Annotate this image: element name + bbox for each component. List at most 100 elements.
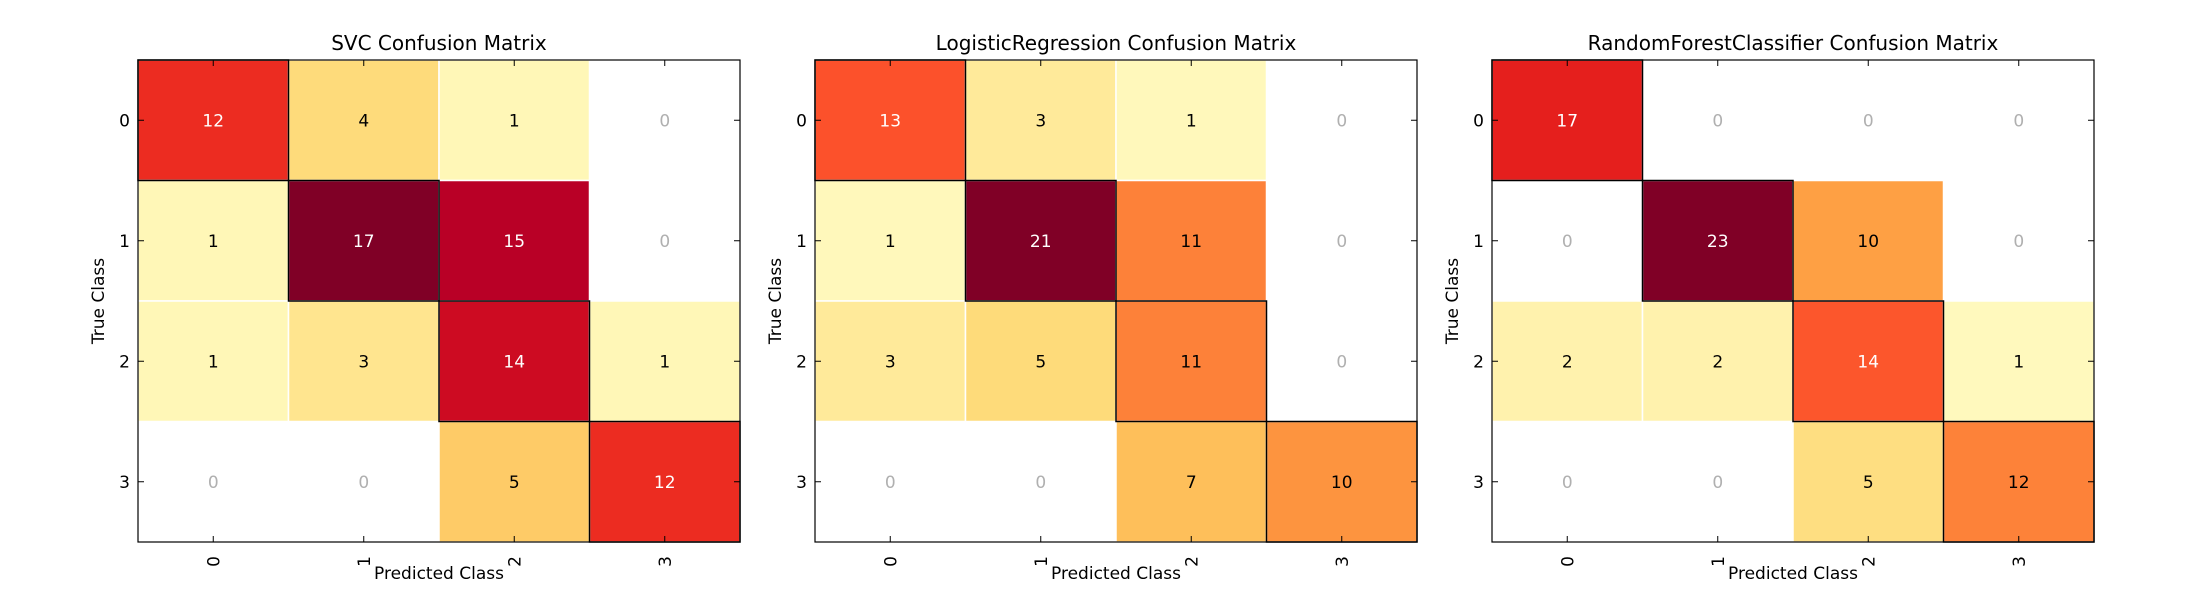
heatmap-cell <box>1492 421 1643 542</box>
x-tick-label: 0 <box>881 556 901 567</box>
heatmap-cell <box>1792 300 1945 423</box>
heatmap-cell <box>814 179 967 302</box>
y-axis-label: True Class <box>766 258 786 345</box>
x-axis-label: Predicted Class <box>374 564 504 584</box>
x-tick-label: 1 <box>1032 556 1052 567</box>
cell-value-label: 0 <box>1562 232 1573 252</box>
cell-value-label: 14 <box>503 352 525 372</box>
chart-title: LogisticRegression Confusion Matrix <box>936 31 1297 55</box>
y-axis-label: True Class <box>89 258 109 345</box>
cell-value-label: 21 <box>1030 232 1052 252</box>
x-tick-label: 2 <box>1182 556 1202 567</box>
x-tick-label: 3 <box>2010 556 2030 567</box>
heatmap-cell <box>964 179 1117 302</box>
heatmap-cell <box>438 420 591 543</box>
diagonal-outline <box>1115 300 1268 423</box>
x-tick-label: 2 <box>1859 556 1879 567</box>
cell-value-label: 3 <box>1035 111 1046 131</box>
x-axis-label: Predicted Class <box>1728 564 1858 584</box>
heatmap-cell <box>815 421 966 542</box>
y-tick-label: 0 <box>796 111 807 131</box>
heatmap-cell <box>1491 300 1644 423</box>
y-tick-label: 3 <box>796 473 807 493</box>
cell-value-label: 1 <box>208 352 219 372</box>
x-tick-label: 0 <box>1558 556 1578 567</box>
heatmap-cell <box>288 421 439 542</box>
heatmap-cell <box>588 420 741 543</box>
cell-value-label: 12 <box>2008 473 2030 493</box>
cell-value-label: 12 <box>202 111 224 131</box>
y-tick-label: 2 <box>796 352 807 372</box>
heatmap-cell <box>137 179 290 302</box>
chart-title: RandomForestClassifier Confusion Matrix <box>1588 31 1999 55</box>
cell-value-label: 1 <box>2013 352 2024 372</box>
heatmap-cell <box>1266 180 1417 301</box>
y-tick-label: 2 <box>119 352 130 372</box>
cell-value-label: 0 <box>659 111 670 131</box>
y-tick-label: 3 <box>119 473 130 493</box>
heatmap-cell <box>1266 301 1417 422</box>
cell-value-label: 2 <box>1712 352 1723 372</box>
cell-value-label: 1 <box>208 232 219 252</box>
cell-value-label: 0 <box>1336 232 1347 252</box>
x-axis-label: Predicted Class <box>1051 564 1181 584</box>
plot-frame <box>1491 59 2095 543</box>
cell-value-label: 0 <box>358 473 369 493</box>
diagonal-outline <box>964 179 1117 302</box>
diagonal-outline <box>1792 300 1945 423</box>
cell-value-label: 2 <box>1562 352 1573 372</box>
cell-value-label: 0 <box>885 473 896 493</box>
cell-value-label: 5 <box>1863 473 1874 493</box>
x-tick-label: 1 <box>355 556 375 567</box>
cell-value-label: 0 <box>1562 473 1573 493</box>
heatmap-cell <box>1641 300 1794 423</box>
x-tick-label: 2 <box>505 556 525 567</box>
heatmap-cell <box>1492 180 1643 301</box>
y-tick-label: 2 <box>1473 352 1484 372</box>
heatmap-cell <box>1942 300 2095 423</box>
chart-title: SVC Confusion Matrix <box>331 31 547 55</box>
heatmap-panel-1: LogisticRegression Confusion Matrix 1 3 3 1 0… <box>766 31 1418 584</box>
heatmap-cell <box>1115 59 1268 182</box>
heatmap-cell <box>1115 179 1268 302</box>
heatmap-cell <box>1641 179 1794 302</box>
heatmap-cell <box>589 180 740 301</box>
plot-frame <box>814 59 1418 543</box>
cell-value-label: 11 <box>1180 232 1202 252</box>
cell-value-label: 0 <box>659 232 670 252</box>
cell-value-label: 23 <box>1707 232 1729 252</box>
heatmap-cell <box>1115 420 1268 543</box>
heatmap-cell <box>138 421 289 542</box>
heatmap-cell <box>287 300 440 423</box>
y-axis-label: True Class <box>1443 258 1463 345</box>
cell-value-label: 0 <box>1035 473 1046 493</box>
heatmap-cell <box>814 300 967 423</box>
heatmap-cell <box>1266 60 1417 181</box>
y-tick-label: 0 <box>119 111 130 131</box>
cell-value-label: 14 <box>1857 352 1879 372</box>
heatmap-cell <box>1942 420 2095 543</box>
diagonal-outline <box>1641 179 1794 302</box>
heatmap-cell <box>137 59 290 182</box>
cell-value-label: 1 <box>509 111 520 131</box>
cell-value-label: 0 <box>1712 111 1723 131</box>
cell-value-label: 4 <box>358 111 369 131</box>
heatmap-cell <box>1943 60 2094 181</box>
heatmap-cell <box>1642 421 1793 542</box>
cell-value-label: 1 <box>1186 111 1197 131</box>
diagonal-outline <box>438 300 591 423</box>
heatmap-cell <box>814 59 967 182</box>
cell-value-label: 5 <box>1035 352 1046 372</box>
cell-value-label: 15 <box>503 232 525 252</box>
cell-value-label: 17 <box>353 232 375 252</box>
cell-value-label: 5 <box>509 473 520 493</box>
diagonal-outline <box>287 179 440 302</box>
cell-value-label: 0 <box>1863 111 1874 131</box>
cell-value-label: 3 <box>885 352 896 372</box>
heatmap-cell <box>137 300 290 423</box>
y-tick-label: 1 <box>796 232 807 252</box>
x-tick-label: 3 <box>1333 556 1353 567</box>
heatmap-cell <box>964 300 1117 423</box>
